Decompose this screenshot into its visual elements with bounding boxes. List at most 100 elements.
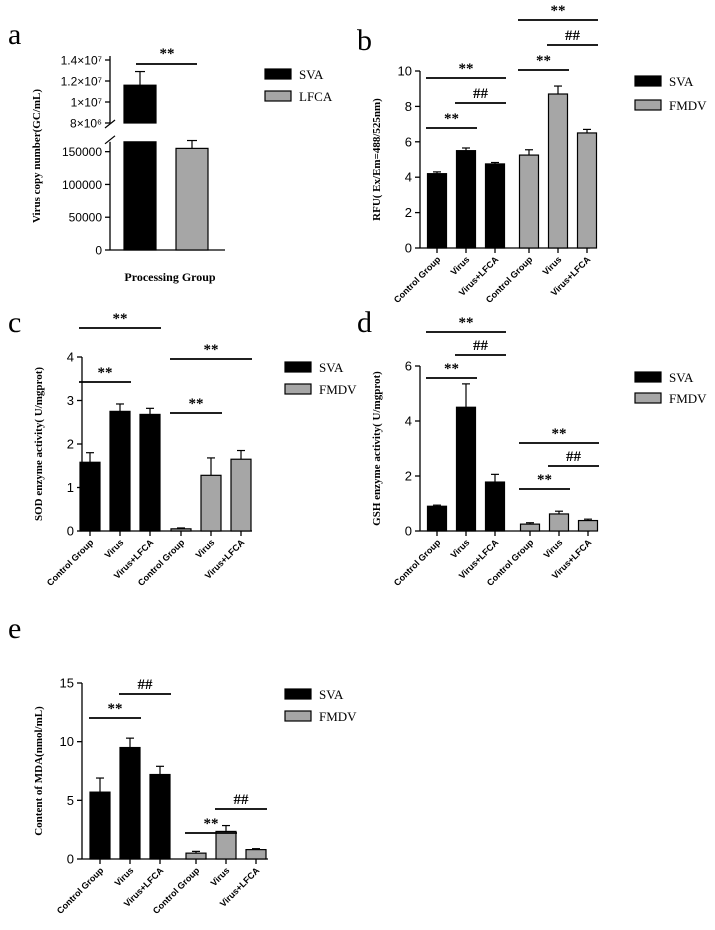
panel-b-legend-label-0: SVA bbox=[669, 74, 694, 89]
panel-b-legend-label-1: FMDV bbox=[669, 98, 707, 113]
panel-b-bar-1-1 bbox=[547, 93, 569, 249]
panel-a-legend-swatch-1 bbox=[264, 90, 292, 102]
panel-a-x-label: Processing Group bbox=[124, 270, 216, 284]
panel-d-legend-label-0: SVA bbox=[669, 370, 694, 385]
panel-c-sig-label-0: ** bbox=[98, 365, 113, 381]
panel-e-y-tick-label-1: 5 bbox=[67, 793, 74, 808]
panel-c-y-tick-label-0: 0 bbox=[67, 524, 74, 539]
panel-d-sig-label-1: ## bbox=[473, 338, 489, 354]
panel-a-y-tick-label-lower-2: 100000 bbox=[62, 178, 102, 192]
panel-d-y-tick-label-0: 0 bbox=[405, 524, 412, 539]
panel-b-y-tick-label-3: 6 bbox=[405, 134, 412, 149]
panel-b-legend-swatch-0 bbox=[634, 75, 662, 87]
panel-a-y-label: Virus copy number(GC/mL) bbox=[31, 89, 43, 223]
panel-a-y-tick-label-lower-3: 150000 bbox=[62, 145, 102, 159]
panel-b-x-tick-label-0-0: Control Group bbox=[392, 254, 443, 305]
panel-b-sig-label-2: ** bbox=[459, 61, 474, 77]
panel-e-y-tick-label-3: 15 bbox=[60, 676, 74, 691]
panel-b-y-tick-label-2: 4 bbox=[405, 170, 412, 185]
panel-e-sig-label-3: ## bbox=[234, 792, 250, 808]
panel-d-bar-0-2 bbox=[484, 481, 506, 532]
panel-c-y-label: SOD enzyme activity( U/mgprot) bbox=[33, 367, 45, 521]
panel-b-sig-label-5: ** bbox=[551, 3, 566, 19]
panel-c-sig-label-3: ** bbox=[204, 342, 219, 358]
panel-b-bar-1-0 bbox=[518, 154, 540, 249]
chart-layer: 0500001000001500008×10⁶1×10⁷1.2×10⁷1.4×1… bbox=[31, 3, 707, 916]
panel-d-sig-label-2: ** bbox=[459, 315, 474, 331]
panel-d-legend-swatch-0 bbox=[634, 371, 662, 383]
panel-b-bar-0-0 bbox=[426, 173, 448, 249]
panel-a-y-tick-label-upper-3: 1.4×10⁷ bbox=[61, 54, 102, 68]
panel-c-legend-swatch-0 bbox=[284, 361, 312, 373]
panel-e-bar-0-0 bbox=[89, 791, 111, 860]
panel-b-y-tick-label-4: 8 bbox=[405, 99, 412, 114]
panel-b-y-label: RFU( Ex/Em=488/525nm) bbox=[371, 98, 383, 221]
panel-c-bar-1-0 bbox=[170, 528, 192, 532]
panel-b-sig-label-3: ** bbox=[536, 53, 551, 69]
panel-a-legend-swatch-0 bbox=[264, 68, 292, 80]
panel-d-sig-label-0: ** bbox=[444, 361, 459, 377]
panel-b-y-tick-label-5: 10 bbox=[398, 64, 412, 79]
panel-b-x-tick-label-0-1: Virus bbox=[449, 254, 472, 277]
panel-d-y-tick-label-1: 2 bbox=[405, 469, 412, 484]
panel-c-sig-label-2: ** bbox=[189, 396, 204, 412]
panel-a-bar-sva-upper bbox=[123, 84, 157, 124]
panel-e-x-tick-label-1-1: Virus bbox=[209, 865, 232, 888]
panel-e-y-tick-label-2: 10 bbox=[60, 734, 74, 749]
panel-c-legend-label-1: FMDV bbox=[319, 382, 357, 397]
panel-c-bar-0-2 bbox=[139, 413, 161, 532]
panel-e-sig-label-0: ** bbox=[108, 701, 123, 717]
panel-d-y-tick-label-3: 6 bbox=[405, 359, 412, 374]
panel-d-x-tick-label-1-1: Virus bbox=[542, 537, 565, 560]
panel-c-y-tick-label-1: 1 bbox=[67, 480, 74, 495]
panel-e-legend-swatch-0 bbox=[284, 688, 312, 700]
panel-d-sig-label-5: ** bbox=[552, 426, 567, 442]
panel-letter-c: c bbox=[8, 306, 21, 339]
panel-a-y-tick-label-upper-2: 1.2×10⁷ bbox=[61, 75, 102, 89]
panel-d-bar-1-1 bbox=[548, 513, 570, 532]
panel-c-y-tick-label-4: 4 bbox=[67, 350, 74, 365]
panel-b-x-tick-label-1-1: Virus bbox=[541, 254, 564, 277]
panel-c-bar-1-2 bbox=[230, 458, 252, 532]
panel-c-bar-0-1 bbox=[109, 410, 131, 532]
panel-c-x-tick-label-0-1: Virus bbox=[103, 537, 126, 560]
panel-e-x-tick-label-0-1: Virus bbox=[113, 865, 136, 888]
panel-d-legend-swatch-1 bbox=[634, 392, 662, 404]
panel-d-y-tick-label-2: 4 bbox=[405, 414, 412, 429]
panel-b-sig-label-4: ## bbox=[565, 28, 581, 44]
panel-c-x-tick-label-0-0: Control Group bbox=[45, 537, 96, 588]
panel-c-legend-swatch-1 bbox=[284, 383, 312, 395]
panel-letter-a: a bbox=[8, 18, 21, 51]
panel-d-bar-1-0 bbox=[519, 523, 541, 532]
panel-b-sig-label-0: ** bbox=[444, 111, 459, 127]
panel-b-legend-swatch-1 bbox=[634, 99, 662, 111]
panel-a-y-tick-label-upper-0: 8×10⁶ bbox=[70, 117, 102, 131]
panel-d-sig-label-4: ## bbox=[566, 449, 582, 465]
panel-a-y-tick-label-lower-0: 0 bbox=[95, 244, 102, 258]
panel-e-y-label: Content of MDA(nmol/mL) bbox=[33, 706, 45, 836]
panel-a-bar-lfca bbox=[175, 147, 209, 251]
panel-d-sig-label-3: ** bbox=[537, 472, 552, 488]
panel-letter-b: b bbox=[357, 24, 372, 57]
panel-a-axis-break-mark bbox=[104, 135, 116, 145]
panel-d-bar-1-2 bbox=[577, 519, 599, 532]
panel-e-x-tick-label-0-0: Control Group bbox=[55, 865, 106, 916]
panel-e-sig-label-1: ## bbox=[138, 677, 154, 693]
panel-e-bar-1-2 bbox=[245, 849, 267, 860]
panel-c-legend-label-0: SVA bbox=[319, 360, 344, 375]
panel-e-sig-label-2: ** bbox=[204, 816, 219, 832]
panel-d-x-tick-label-0-0: Control Group bbox=[392, 537, 443, 588]
panel-e-legend-label-0: SVA bbox=[319, 687, 344, 702]
panel-c-x-tick-label-1-1: Virus bbox=[194, 537, 217, 560]
panel-b-sig-label-1: ## bbox=[473, 86, 489, 102]
panel-d-x-tick-label-0-1: Virus bbox=[449, 537, 472, 560]
panel-e-y-tick-label-0: 0 bbox=[67, 852, 74, 867]
panel-d-legend-label-1: FMDV bbox=[669, 391, 707, 406]
panel-c-y-tick-label-3: 3 bbox=[67, 393, 74, 408]
panel-a-axis-break-mark bbox=[104, 119, 116, 129]
panel-e-bar-0-1 bbox=[119, 746, 141, 860]
panel-c-y-tick-label-2: 2 bbox=[67, 437, 74, 452]
panel-e-legend-swatch-1 bbox=[284, 710, 312, 722]
panel-letter-d: d bbox=[357, 306, 372, 339]
